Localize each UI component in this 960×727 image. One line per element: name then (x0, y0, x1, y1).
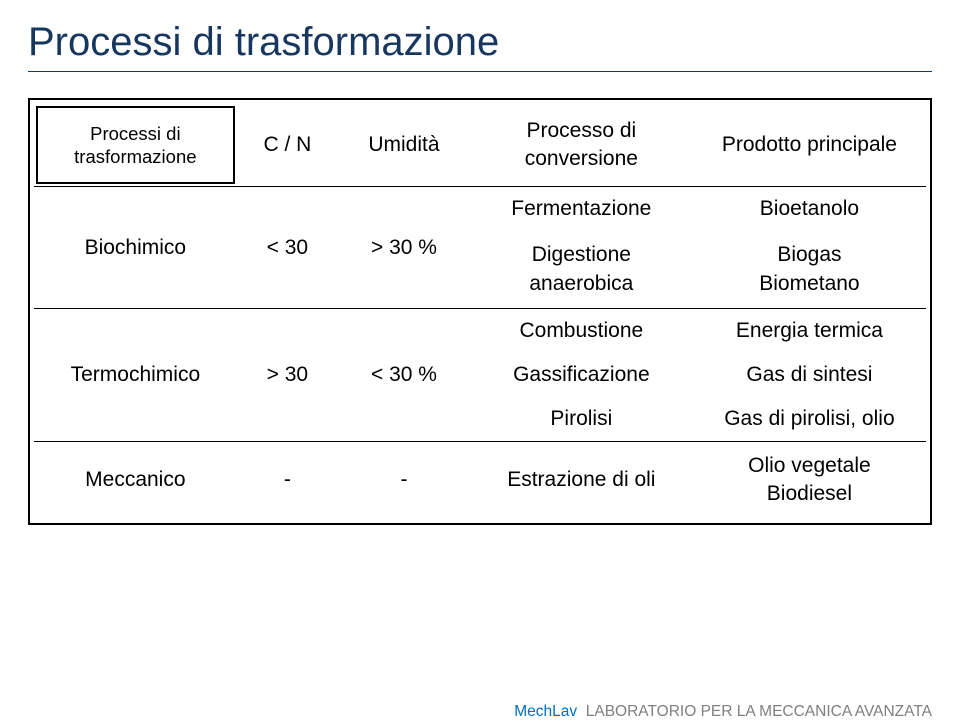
termochimico-prod3: Gas di pirolisi, olio (693, 397, 926, 442)
meccanico-cn: - (237, 442, 338, 519)
header-col1-l1: Processi di (90, 123, 180, 144)
biochimico-category: Biochimico (34, 187, 237, 308)
meccanico-humidity: - (338, 442, 470, 519)
termochimico-category: Termochimico (34, 309, 237, 442)
termochimico-proc3: Pirolisi (470, 397, 693, 442)
biochimico-prod1: Bioetanolo (693, 187, 926, 231)
page-title: Processi di trasformazione (28, 20, 932, 72)
biochimico-row1: Biochimico < 30 > 30 % Fermentazione Bio… (34, 187, 926, 231)
meccanico-prod1: Olio vegetale Biodiesel (693, 442, 926, 519)
termochimico-proc2: Gassificazione (470, 353, 693, 397)
process-table: Processi di trasformazione C / N Umidità… (34, 104, 926, 519)
header-col1-box: Processi di trasformazione (36, 106, 235, 184)
main-table-box: Processi di trasformazione C / N Umidità… (28, 98, 932, 525)
termochimico-humidity: < 30 % (338, 309, 470, 442)
biochimico-proc1: Fermentazione (470, 187, 693, 231)
header-col5: Prodotto principale (693, 104, 926, 187)
header-col1-l2: trasformazione (74, 146, 196, 167)
termochimico-prod2: Gas di sintesi (693, 353, 926, 397)
header-col4: Processo di conversione (470, 104, 693, 187)
meccanico-proc1: Estrazione di oli (470, 442, 693, 519)
meccanico-row: Meccanico - - Estrazione di oli Olio veg… (34, 442, 926, 519)
header-col2: C / N (237, 104, 338, 187)
termochimico-cn: > 30 (237, 309, 338, 442)
footer-brand: MechLav (514, 703, 577, 720)
biochimico-prod2: Biogas Biometano (693, 231, 926, 308)
meccanico-category: Meccanico (34, 442, 237, 519)
termochimico-proc1: Combustione (470, 309, 693, 353)
biochimico-cn: < 30 (237, 187, 338, 308)
table-header-row: Processi di trasformazione C / N Umidità… (34, 104, 926, 187)
footer-text: LABORATORIO PER LA MECCANICA AVANZATA (586, 703, 932, 720)
termochimico-prod1: Energia termica (693, 309, 926, 353)
biochimico-proc2: Digestione anaerobica (470, 231, 693, 308)
footer: MechLav LABORATORIO PER LA MECCANICA AVA… (514, 703, 932, 721)
header-col3: Umidità (338, 104, 470, 187)
biochimico-humidity: > 30 % (338, 187, 470, 308)
termochimico-row1: Termochimico > 30 < 30 % Combustione Ene… (34, 309, 926, 353)
